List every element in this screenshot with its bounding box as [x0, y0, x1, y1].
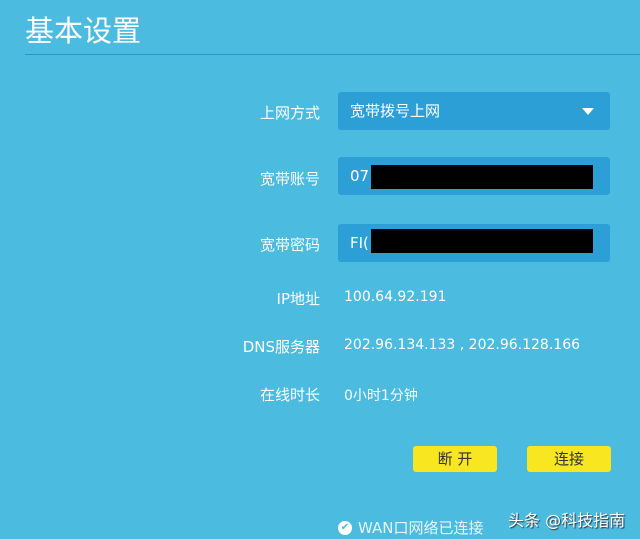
page-title: 基本设置 — [25, 14, 142, 48]
dropdown-caret-icon — [582, 108, 594, 115]
online-time-value: 0小时1分钟 — [344, 388, 418, 404]
connection-type-label: 上网方式 — [259, 104, 320, 122]
dns-value: 202.96.134.133 , 202.96.128.166 — [344, 337, 581, 353]
ip-label: IP地址 — [276, 290, 320, 308]
connection-type-value: 宽带拨号上网 — [350, 102, 441, 120]
password-value: FI( — [350, 234, 369, 252]
wan-status: ✔ WAN口网络已连接 — [338, 517, 484, 538]
header-divider — [25, 54, 640, 55]
wan-status-text: WAN口网络已连接 — [358, 519, 484, 537]
redaction-mask — [371, 165, 593, 189]
disconnect-button[interactable]: 断 开 — [413, 446, 497, 472]
check-circle-icon: ✔ — [338, 520, 352, 535]
connect-button[interactable]: 连接 — [527, 446, 611, 472]
redaction-mask — [371, 229, 593, 253]
watermark: 头条 @科技指南 — [508, 511, 626, 530]
account-value: 07 — [350, 167, 370, 185]
account-label: 宽带账号 — [259, 170, 320, 188]
connection-type-select[interactable]: 宽带拨号上网 — [338, 92, 610, 130]
dns-label: DNS服务器 — [242, 338, 320, 356]
password-label: 宽带密码 — [259, 236, 320, 254]
ip-value: 100.64.92.191 — [344, 289, 447, 305]
online-time-label: 在线时长 — [259, 386, 320, 404]
